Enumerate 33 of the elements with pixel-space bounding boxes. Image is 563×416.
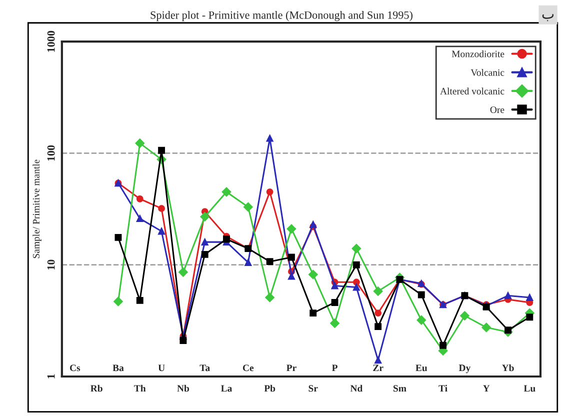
x-tick-label: Ce — [242, 364, 254, 372]
x-tick-label: U — [158, 364, 165, 372]
legend-label: Altered volcanic — [440, 88, 504, 94]
legend-label: Ore — [490, 106, 504, 114]
y-tick-label: 10 — [47, 260, 55, 270]
chart-title: Spider plot - Primitive mantle (McDonough and Sun 1995) — [150, 11, 412, 22]
y-tick-label: 1000 — [47, 30, 55, 52]
x-tick-label: Sr — [308, 385, 318, 392]
x-tick-label: Cs — [70, 364, 80, 372]
x-tick-label: Lu — [524, 385, 536, 392]
text: ب — [542, 14, 554, 22]
x-tick-label: Th — [134, 384, 146, 392]
x-tick-label: Ba — [112, 364, 124, 372]
x-tick-label: Sm — [393, 385, 406, 392]
x-tick-label: P — [332, 364, 338, 372]
legend-label: Monzodiorite — [452, 50, 504, 58]
x-tick-label: Eu — [416, 364, 428, 372]
y-tick-label: 100 — [47, 145, 55, 161]
x-tick-label: Zr — [373, 364, 384, 372]
x-tick-label: Rb — [90, 384, 102, 392]
x-tick-label: Dy — [458, 364, 471, 374]
x-tick-label: Pr — [286, 364, 296, 372]
x-tick-label: Yb — [502, 364, 514, 372]
legend-label: Volcanic — [470, 69, 504, 76]
y-axis-title: Sample/ Primitive mantle — [32, 160, 42, 258]
x-tick-label: Nd — [350, 384, 363, 392]
x-tick-label: Pb — [264, 384, 276, 392]
x-tick-label: Ta — [200, 364, 210, 372]
y-tick-label: 1 — [47, 374, 55, 378]
x-tick-label: Ti — [438, 384, 448, 392]
x-tick-label: La — [220, 385, 232, 392]
x-tick-label: Nb — [177, 384, 190, 392]
x-tick-label: Y — [483, 385, 490, 392]
